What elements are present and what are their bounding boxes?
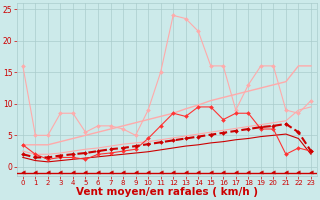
X-axis label: Vent moyen/en rafales ( km/h ): Vent moyen/en rafales ( km/h ) xyxy=(76,187,258,197)
